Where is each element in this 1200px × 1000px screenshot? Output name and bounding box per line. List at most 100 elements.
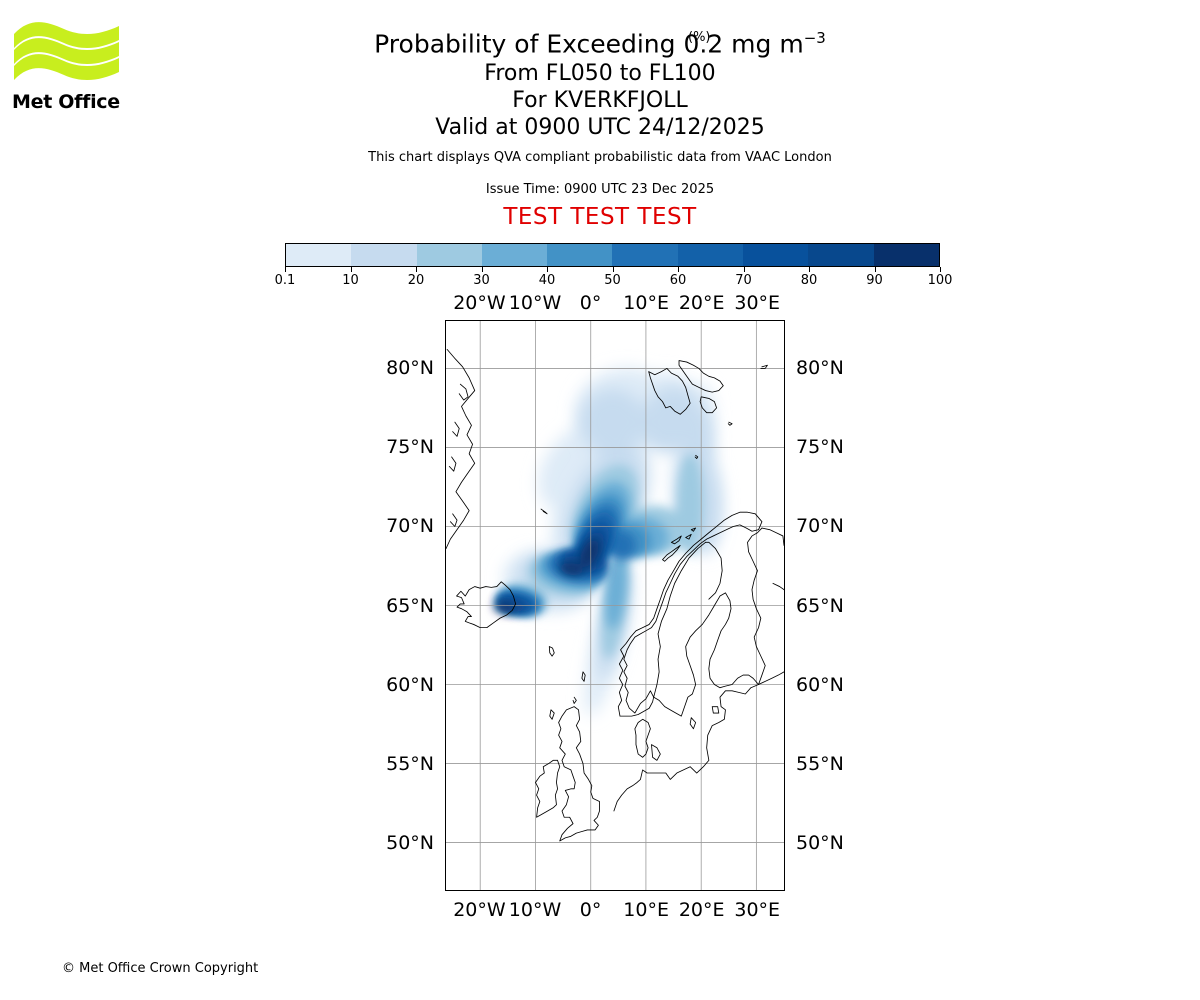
test-banner: TEST TEST TEST xyxy=(503,204,697,231)
coastline-hebrides xyxy=(549,709,555,720)
colorbar-label-2: 20 xyxy=(407,273,425,288)
coastline-ireland xyxy=(535,759,561,818)
colorbar-label-9: 90 xyxy=(866,273,883,288)
colorbar-bands xyxy=(285,243,940,267)
lon-label-bottom-1: 10°W xyxy=(508,899,562,921)
colorbar-tick-8 xyxy=(809,267,810,272)
plume-blob-1-2 xyxy=(641,386,701,452)
lon-label-top-1: 10°W xyxy=(508,292,562,314)
plume-blob-1-1 xyxy=(579,388,646,456)
coastline-sweden-finland xyxy=(653,592,759,717)
lat-label-right-5: 55°N xyxy=(796,753,844,776)
coastline-finland-sweden-border xyxy=(705,541,723,600)
coastline-shetland xyxy=(581,671,586,682)
lon-label-top-2: 0° xyxy=(579,292,602,314)
colorbar-tick-6 xyxy=(678,267,679,272)
flight-level-line: From FL050 to FL100 xyxy=(484,61,716,87)
colorbar-ticks xyxy=(285,267,941,273)
coastline-finland-ne xyxy=(747,527,766,685)
coastline-svalbard-nord xyxy=(678,360,724,393)
met-office-wave-mark xyxy=(14,22,119,81)
plume-blob-5-1 xyxy=(607,530,636,560)
colorbar-band-4 xyxy=(547,244,613,266)
coastline-estonia-isl xyxy=(711,706,720,714)
plume-blob-2-2 xyxy=(676,453,704,555)
colorbar-band-8 xyxy=(808,244,874,266)
page-title: Probability of Exceeding 0.2 mg m−3 xyxy=(0,22,1200,60)
colorbar-band-7 xyxy=(743,244,809,266)
lon-label-bottom-0: 20°W xyxy=(453,899,506,921)
colorbar-label-0: 0.1 xyxy=(274,273,296,288)
plume-blob-3-2 xyxy=(605,553,627,630)
colorbar-tick-3 xyxy=(481,267,483,272)
colorbar-band-3 xyxy=(481,244,548,266)
coastline-gr-in2 xyxy=(452,421,460,437)
coastline-denmark-isl xyxy=(651,744,661,761)
met-office-logo: Met Office xyxy=(12,18,122,113)
colorbar-band-5 xyxy=(612,244,678,266)
coastline-kvaloya xyxy=(690,527,697,532)
plume-blob-9-0 xyxy=(580,539,599,568)
coastline-denmark xyxy=(634,718,651,758)
coastline-lofoten xyxy=(662,544,681,562)
coastline-vesteralen xyxy=(670,535,682,545)
lat-label-left-3: 65°N xyxy=(386,594,434,617)
colorbar-tick-2 xyxy=(416,267,417,272)
lat-label-left-0: 80°N xyxy=(386,356,434,379)
colorbar-band-1 xyxy=(351,244,417,266)
page-title-text: Probability of Exceeding 0.2 mg m xyxy=(374,29,804,59)
coastline-nl-de xyxy=(613,684,759,812)
lat-label-right-0: 80°N xyxy=(796,356,844,379)
page-title-exponent: −3 xyxy=(803,29,826,47)
ash-plume-layer xyxy=(494,368,722,716)
lat-label-left-1: 75°N xyxy=(386,435,434,458)
coastline-faroe xyxy=(548,646,555,657)
coastline-white-sea xyxy=(772,582,784,591)
colorbar-label-3: 30 xyxy=(473,273,490,288)
colorbar-label-7: 70 xyxy=(735,273,752,288)
map-gridlines xyxy=(446,321,784,890)
coastline-hopen xyxy=(727,421,733,426)
lat-label-left-5: 55°N xyxy=(386,753,434,776)
coastline-gotland xyxy=(689,717,697,730)
chart-header: Probability of Exceeding 0.2 mg m−3 From… xyxy=(0,22,1200,230)
coastline-greenland-east xyxy=(446,348,476,550)
lon-label-top-4: 20°E xyxy=(678,292,725,314)
lat-label-right-1: 75°N xyxy=(796,435,844,458)
lon-label-top-5: 30°E xyxy=(734,292,781,314)
lat-label-right-2: 70°N xyxy=(796,515,844,538)
colorbar-label-8: 80 xyxy=(800,273,818,288)
compliance-note: This chart displays QVA compliant probab… xyxy=(368,150,832,166)
coastline-gr-in1 xyxy=(458,383,469,401)
volcano-name-line: For KVERKFJOLL xyxy=(512,88,688,114)
colorbar-band-2 xyxy=(416,244,482,266)
colorbar-unit-label: (%) xyxy=(688,30,711,45)
colorbar-label-1: 10 xyxy=(342,273,359,288)
lon-label-top-3: 10°E xyxy=(623,292,669,314)
lat-label-right-3: 65°N xyxy=(796,594,844,617)
coastline-russia-s xyxy=(758,671,784,685)
coastline-gr-in4 xyxy=(449,513,458,527)
colorbar-tick-5 xyxy=(612,267,614,272)
lat-label-left-4: 60°N xyxy=(386,673,434,696)
ash-probability-map[interactable] xyxy=(445,320,785,891)
colorbar-band-0 xyxy=(286,244,352,266)
coastline-gr-in3 xyxy=(448,456,457,472)
lat-label-right-4: 60°N xyxy=(796,673,844,696)
colorbar-tick-4 xyxy=(547,267,548,272)
colorbar-label-10: 100 xyxy=(927,273,953,288)
lat-label-left-6: 50°N xyxy=(386,832,434,855)
coastline-sweden-norway-border xyxy=(653,541,706,698)
lon-label-bottom-3: 10°E xyxy=(623,899,669,921)
coastline-bjornoya xyxy=(694,454,699,459)
coastlines xyxy=(446,348,784,842)
probability-colorbar: 0.1 10 20 30 40 50 60 70 80 90 100 xyxy=(275,243,952,291)
coastline-jan-mayen xyxy=(540,508,548,515)
coastline-senja xyxy=(685,533,692,540)
issue-time: Issue Time: 0900 UTC 23 Dec 2025 xyxy=(485,182,715,198)
valid-time-line: Valid at 0900 UTC 24/12/2025 xyxy=(435,115,765,141)
coastline-kola xyxy=(761,527,784,546)
map-canvas xyxy=(446,321,784,890)
coastline-kvitoya xyxy=(760,364,768,369)
lon-label-top-0: 20°W xyxy=(453,292,506,314)
